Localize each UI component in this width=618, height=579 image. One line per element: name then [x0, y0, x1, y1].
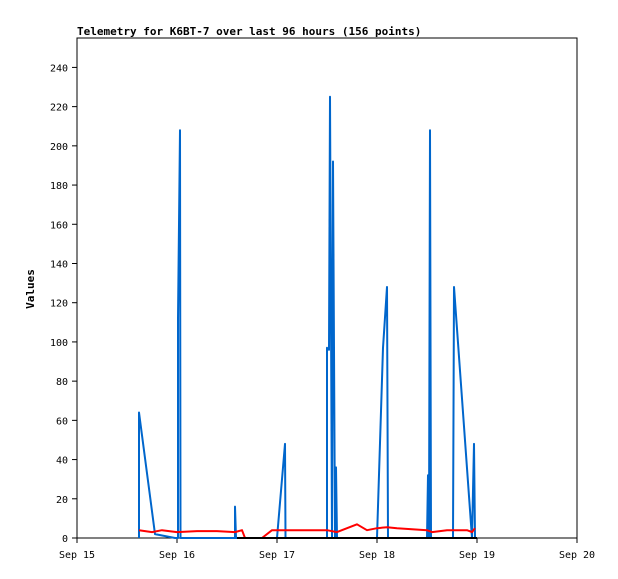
x-tick-label: Sep 16	[159, 550, 195, 561]
series-line-0	[138, 95, 476, 539]
x-tick-label: Sep 20	[559, 550, 595, 561]
series-line-1	[138, 523, 476, 539]
y-axis: 0 20 40 60 80 100 120 140 160 180 200 220 240	[50, 63, 77, 545]
y-tick-label: 200	[50, 142, 68, 153]
y-tick-label: 20	[56, 495, 68, 506]
y-tick-label: 60	[56, 416, 68, 427]
series-layer	[138, 95, 477, 539]
x-tick-label: Sep 19	[459, 550, 495, 561]
chart-title: Telemetry for K6BT-7 over last 96 hours …	[77, 25, 421, 38]
y-tick-label: 180	[50, 181, 68, 192]
y-tick-label: 220	[50, 103, 68, 114]
y-tick-label: 0	[62, 534, 68, 545]
y-axis-label: Values	[24, 269, 37, 309]
x-tick-label: Sep 18	[359, 550, 395, 561]
x-axis: Sep 15 Sep 16 Sep 17 Sep 18 Sep 19 Sep 20	[59, 538, 595, 561]
y-tick-label: 120	[50, 299, 68, 310]
y-tick-label: 40	[56, 456, 68, 467]
y-tick-label: 140	[50, 259, 68, 270]
y-tick-label: 160	[50, 220, 68, 231]
x-tick-label: Sep 17	[259, 550, 295, 561]
y-tick-label: 240	[50, 63, 68, 74]
y-tick-label: 80	[56, 377, 68, 388]
y-tick-label: 100	[50, 338, 68, 349]
x-tick-label: Sep 15	[59, 550, 95, 561]
